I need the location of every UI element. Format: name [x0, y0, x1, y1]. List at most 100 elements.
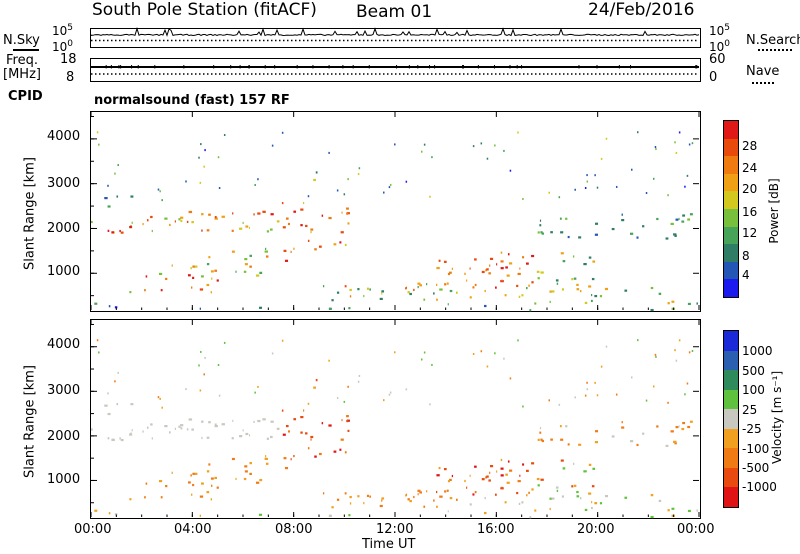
velocity-echo-cell [517, 480, 521, 483]
power-echo-cell [474, 258, 477, 261]
power-echo-cell [540, 231, 543, 234]
velocity-echo-cell [433, 499, 435, 502]
velocity-echo-cell [190, 474, 192, 477]
colorbar-swatch [724, 138, 738, 157]
velocity-echo-cell [509, 469, 513, 472]
velocity-echo-cell [439, 495, 443, 498]
velocity-echo-cell [131, 429, 133, 432]
velocity-echo-cell [344, 451, 347, 454]
power-echo-cell [506, 274, 510, 277]
velocity-echo-cell [232, 419, 234, 422]
power-y-tick-0: 1000 [47, 264, 81, 279]
velocity-echo-cell [652, 385, 655, 388]
velocity-echo-cell [191, 493, 193, 496]
velocity-echo-cell [586, 388, 589, 391]
velocity-echo-cell [244, 470, 248, 473]
velocity-echo-cell [489, 471, 491, 474]
velocity-echo-cell [504, 501, 507, 504]
velocity-echo-cell [573, 484, 577, 487]
velocity-echo-cell [244, 465, 248, 468]
velocity-echo-cell [505, 473, 508, 476]
power-echo-cell [188, 210, 193, 214]
velocity-echo-cell [285, 424, 289, 428]
power-echo-cell [249, 254, 252, 257]
power-echo-cell [578, 236, 582, 239]
velocity-echo-cell [331, 506, 334, 509]
velocity-echo-cell [164, 425, 168, 428]
velocity-echo-cell [174, 427, 176, 430]
power-echo-cell [436, 298, 438, 301]
power-echo-cell [681, 220, 685, 223]
velocity-cb-tick-7: -1000 [742, 480, 777, 494]
velocity-echo-cell [534, 509, 537, 512]
velocity-echo-cell [667, 401, 669, 404]
velocity-echo-cell [443, 468, 447, 471]
power-echo-cell [161, 199, 163, 202]
velocity-echo-cell [536, 477, 540, 481]
power-echo-cell [444, 283, 447, 286]
velocity-echo-cell [444, 490, 447, 493]
velocity-echo-cell [165, 484, 168, 488]
station-title: South Pole Station (fitACF) [92, 0, 317, 20]
nsearch-legend-line [758, 49, 792, 51]
velocity-echo-cell [91, 428, 93, 431]
power-echo-cell [259, 271, 263, 274]
power-echo-cell [537, 277, 540, 280]
velocity-echo-cell [217, 363, 220, 366]
power-echo-cell [321, 214, 324, 217]
velocity-echo-cell [259, 478, 263, 482]
colorbar-swatch [724, 261, 738, 280]
power-echo-cell [484, 304, 487, 308]
power-echo-cell [591, 293, 593, 297]
power-echo-cell [108, 305, 111, 308]
power-echo-cell [262, 210, 266, 213]
power-echo-cell [486, 157, 489, 160]
velocity-echo-cell [691, 350, 694, 353]
power-echo-cell [501, 279, 503, 282]
velocity-echo-cell [96, 339, 99, 342]
velocity-ylabel: Slant Range [km] [22, 365, 38, 478]
power-echo-cell [551, 290, 555, 293]
power-echo-cell [531, 281, 534, 284]
velocity-echo-cell [584, 394, 587, 397]
power-echo-cell [111, 231, 115, 234]
power-echo-cell [687, 218, 691, 221]
power-echo-cell [363, 294, 365, 298]
x-tick-5: 20:00 [577, 522, 615, 537]
x-tick-1: 04:00 [174, 522, 212, 537]
power-echo-cell [192, 265, 195, 268]
velocity-echo-cell [264, 457, 268, 460]
nsearch-tick-bottom: 100 [709, 39, 731, 54]
power-echo-cell [94, 302, 98, 305]
velocity-cb-tick-5: -100 [742, 442, 770, 456]
velocity-echo-cell [186, 428, 189, 431]
velocity-echo-cell [239, 435, 243, 438]
velocity-echo-cell [689, 420, 693, 423]
power-echo-cell [265, 255, 269, 258]
power-echo-cell [516, 284, 519, 288]
power-echo-cell [307, 239, 310, 242]
nave-legend-line [752, 82, 774, 84]
power-echo-cell [433, 292, 435, 295]
velocity-echo-cell [257, 419, 261, 423]
power-y-tick-1: 2000 [47, 221, 81, 236]
power-echo-cell [131, 221, 133, 224]
velocity-echo-cell [436, 474, 440, 477]
velocity-echo-cell [270, 420, 274, 423]
power-echo-cell [192, 276, 195, 279]
power-echo-cell [667, 194, 669, 197]
velocity-cb-tick-4: -25 [742, 422, 762, 436]
power-echo-cell [249, 265, 252, 268]
power-echo-cell [426, 283, 428, 286]
colorbar-swatch [724, 370, 738, 391]
power-echo-cell [429, 195, 431, 198]
power-echo-cell [645, 192, 648, 195]
velocity-echo-cell [223, 341, 226, 344]
power-echo-cell [200, 275, 204, 278]
velocity-echo-cell [501, 486, 503, 489]
power-echo-cell [455, 291, 458, 294]
velocity-echo-cell [549, 497, 552, 500]
velocity-echo-cell [600, 365, 603, 368]
power-echo-cell [655, 148, 657, 151]
power-echo-cell [678, 217, 680, 221]
